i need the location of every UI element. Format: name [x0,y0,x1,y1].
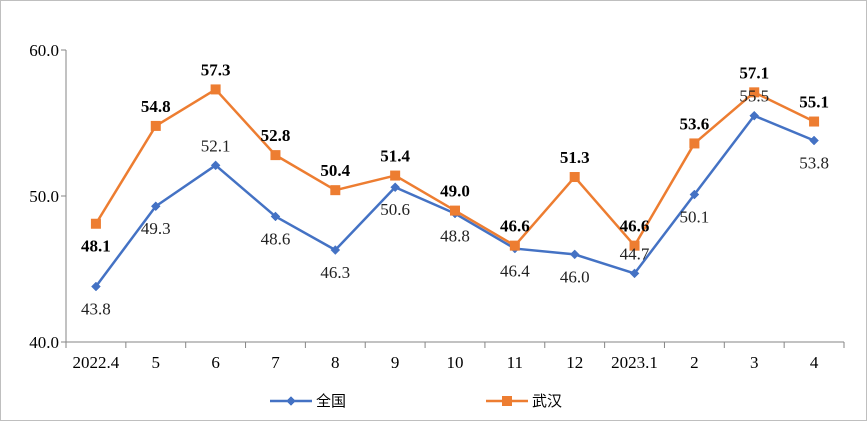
series-0-point [330,245,341,255]
series-0-point [390,182,401,193]
series-1-point [150,120,161,131]
series-0-point [91,281,101,292]
series-1-data-label: 55.1 [799,93,829,112]
series-1-data-label: 51.3 [560,148,590,167]
series-layer [90,84,820,292]
series-1-data-label: 51.4 [380,147,410,166]
series-0-data-label: 46.3 [320,263,350,282]
series-0-data-label: 48.6 [261,229,291,248]
series-0-data-label: 43.8 [81,300,111,319]
legend-marker-1 [502,396,512,406]
series-0-data-label: 55.5 [739,87,769,106]
series-1-point [90,218,101,229]
legend-label-1: 武汉 [532,392,562,410]
series-1-data-label: 49.0 [440,182,470,201]
series-0-data-label: 44.7 [620,244,650,263]
x-tick-label: 2 [690,353,699,372]
series-0-data-label: 48.8 [440,227,470,246]
x-tick-label: 5 [152,353,161,372]
series-0-point [210,160,221,171]
series-0-point [749,110,760,121]
y-tick-label: 60.0 [29,41,59,60]
series-1-point [390,170,401,181]
series-1-data-label: 57.3 [201,60,231,79]
series-0-point [629,268,640,279]
series-1-point [509,240,520,251]
series-1-point [210,84,221,95]
x-tick-label: 3 [750,353,759,372]
series-0-point [809,135,819,146]
x-tick-label: 12 [566,353,583,372]
series-0-data-label: 50.6 [380,200,410,219]
series-0-data-label: 52.1 [201,136,231,155]
series-1-point [450,205,460,216]
series-1-point [270,150,281,161]
series-1-data-label: 46.6 [500,217,530,236]
x-tick-label: 2022.4 [73,353,120,372]
series-0-data-label: 50.1 [680,208,710,227]
series-1-point [330,185,341,196]
series-0-data-label: 46.0 [560,267,590,286]
series-0-point [689,189,700,200]
legend-marker-0 [286,396,296,406]
series-0-data-label: 53.8 [799,154,829,173]
series-1-data-label: 52.8 [261,126,291,145]
legend-label-0: 全国 [316,392,346,410]
y-tick-label: 50.0 [29,187,59,206]
series-1-data-label: 48.1 [81,237,111,256]
series-1-point [569,172,580,183]
series-1-point [809,116,820,127]
x-tick-label: 8 [331,353,340,372]
x-tick-label: 6 [211,353,220,372]
x-tick-label: 10 [447,353,464,372]
x-tick-label: 2023.1 [611,353,658,372]
series-0-point [150,201,161,212]
series-1-data-label: 46.6 [620,217,650,236]
x-tick-label: 11 [507,353,523,372]
series-1-point [749,87,760,98]
axes: 40.0 50.0 60.0 2022.4 5 6 7 8 9 10 11 12 2023.1 2 3 4 [29,41,845,372]
series-0-point [569,249,580,260]
x-tick-label: 4 [810,353,819,372]
series-1-data-label: 50.4 [320,161,350,180]
y-tick-label: 40.0 [29,333,59,352]
data-labels: 43.8 49.3 52.1 48.6 46.3 50.6 48.8 46.4 46.0 44.7… [81,60,829,318]
series-1-data-label: 54.8 [141,97,171,116]
x-tick-label: 9 [391,353,400,372]
legend: 全国 武汉 [270,392,562,410]
series-0-data-label: 46.4 [500,262,530,281]
series-1-data-label: 53.6 [680,114,710,133]
series-0-data-label: 49.3 [141,219,171,238]
series-0-point [270,211,281,222]
x-tick-label: 7 [271,353,280,372]
series-1-point [689,138,700,149]
series-1-data-label: 57.1 [739,63,769,82]
series-1-point [629,240,640,251]
